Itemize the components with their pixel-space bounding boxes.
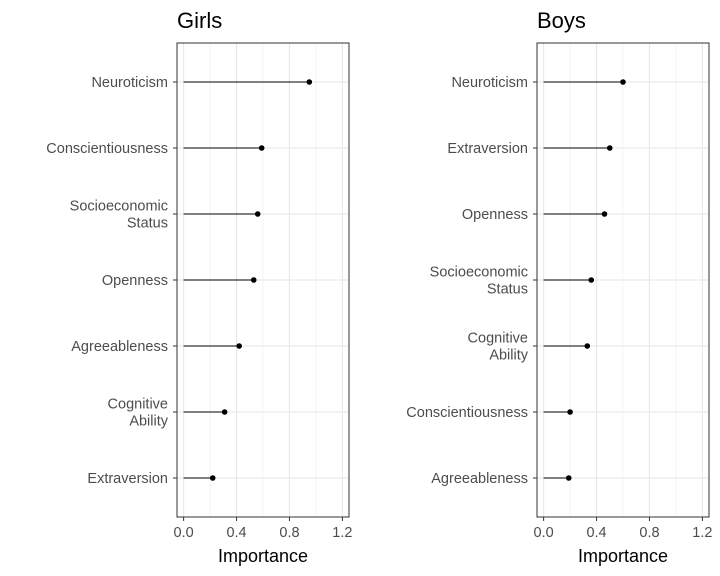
x-tick-label: 0.4 xyxy=(586,525,606,541)
category-label: Extraversion xyxy=(447,141,528,157)
x-tick-label: 1.2 xyxy=(692,525,712,541)
lollipop-point xyxy=(606,145,613,151)
x-axis-title: Importance xyxy=(218,546,308,566)
panel-1: Neuroticism Extraversion Openness Socioecon… xyxy=(406,8,712,566)
category-label: Openness xyxy=(462,207,528,223)
category-label: Cognitive xyxy=(468,331,528,347)
lollipop-point xyxy=(258,145,265,151)
lollipop-point xyxy=(254,211,261,217)
lollipop-point xyxy=(250,277,257,283)
x-tick-label: 0.0 xyxy=(174,525,194,541)
category-label: Ability xyxy=(129,414,168,430)
category-label: Status xyxy=(127,216,168,232)
panel-title: Boys xyxy=(537,8,586,33)
x-tick-label: 1.2 xyxy=(332,525,352,541)
category-label: Agreeableness xyxy=(71,339,168,355)
lollipop-point xyxy=(601,211,608,217)
panel-0: Neuroticism Conscientiousness Socioeconomi… xyxy=(46,8,352,566)
category-label: Conscientiousness xyxy=(46,141,168,157)
category-label: Socioeconomic xyxy=(430,265,528,281)
lollipop-point xyxy=(567,409,573,415)
category-label: Agreeableness xyxy=(431,471,528,487)
category-label: Extraversion xyxy=(87,471,168,487)
lollipop-point xyxy=(221,409,228,415)
lollipop-point xyxy=(565,475,572,481)
lollipop-point xyxy=(620,79,626,85)
x-tick-label: 0.8 xyxy=(639,525,659,541)
category-label: Neuroticism xyxy=(91,75,168,91)
category-label: Socioeconomic xyxy=(70,199,168,215)
category-label: Openness xyxy=(102,273,168,289)
panel-title: Girls xyxy=(177,8,222,33)
category-label: Cognitive xyxy=(108,397,168,413)
lollipop-point xyxy=(209,475,216,481)
lollipop-point xyxy=(588,277,595,283)
category-label: Ability xyxy=(489,348,528,364)
category-label: Neuroticism xyxy=(451,75,528,91)
x-tick-label: 0.8 xyxy=(279,525,299,541)
category-label: Conscientiousness xyxy=(406,405,528,421)
x-tick-label: 0.0 xyxy=(534,525,554,541)
category-label: Status xyxy=(487,282,528,298)
lollipop-point xyxy=(306,79,313,85)
x-tick-label: 0.4 xyxy=(226,525,246,541)
x-axis-title: Importance xyxy=(578,546,668,566)
lollipop-point xyxy=(236,343,242,349)
lollipop-point xyxy=(584,343,591,349)
